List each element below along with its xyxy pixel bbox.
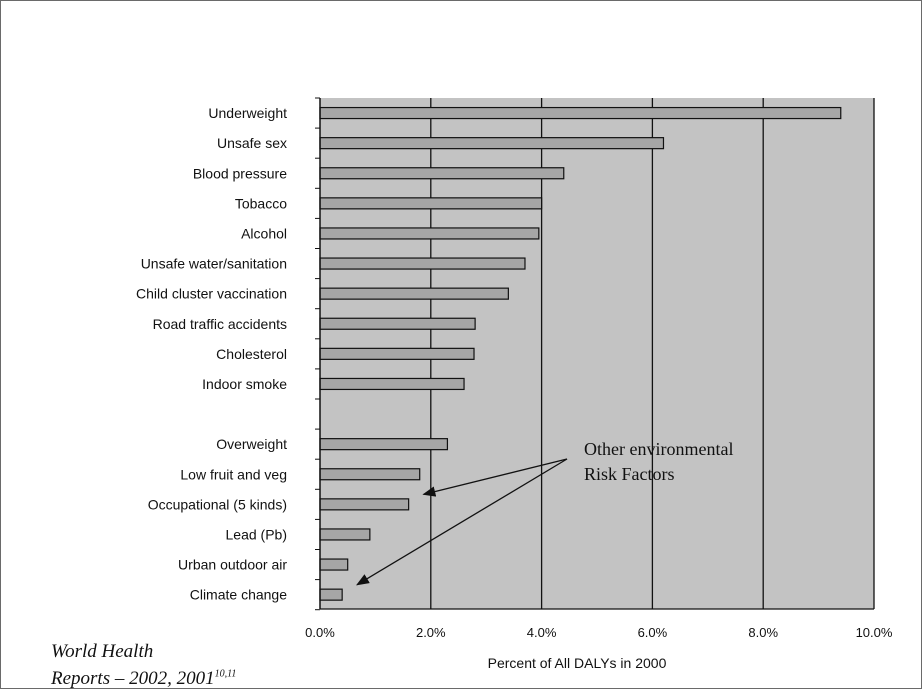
bar xyxy=(319,106,842,120)
category-label: Alcohol xyxy=(241,225,287,241)
x-tick-label: 2.0% xyxy=(416,625,446,640)
annotation-arrow xyxy=(422,458,568,497)
category-label: Unsafe sex xyxy=(217,135,287,151)
bar xyxy=(319,377,465,391)
category-label: Child cluster vaccination xyxy=(136,286,287,302)
bar xyxy=(319,438,449,451)
category-label: Underweight xyxy=(208,105,287,121)
category-label: Cholesterol xyxy=(216,346,287,362)
category-label: Unsafe water/sanitation xyxy=(141,256,287,272)
category-label: Urban outdoor air xyxy=(178,557,287,573)
bar xyxy=(319,137,665,150)
category-label: Indoor smoke xyxy=(202,376,287,392)
x-tick-label: 6.0% xyxy=(638,625,668,640)
source-citation: World Health Reports – 2002, 200110,11 xyxy=(51,638,236,692)
source-line-1: World Health xyxy=(51,641,154,662)
source-line-2-text: Reports – 2002, 2001 xyxy=(51,668,215,689)
category-label: Overweight xyxy=(216,436,287,452)
x-tick-label: 4.0% xyxy=(527,625,557,640)
annotation-text: Other environmental xyxy=(584,439,733,459)
bar xyxy=(319,167,565,180)
annotation-arrow xyxy=(356,458,568,586)
bar xyxy=(319,347,475,360)
bar xyxy=(319,317,476,330)
category-label: Climate change xyxy=(190,587,287,603)
x-tick-label: 10.0% xyxy=(856,625,893,640)
annotation-text: Risk Factors xyxy=(584,464,675,484)
category-label: Lead (Pb) xyxy=(226,526,287,542)
source-superscript: 10,11 xyxy=(214,668,237,680)
bar xyxy=(319,498,410,511)
category-label: Occupational (5 kinds) xyxy=(148,496,287,512)
source-line-2: Reports – 2002, 200110,11 xyxy=(51,665,236,692)
bar xyxy=(319,197,543,210)
x-axis-title: Percent of All DALYs in 2000 xyxy=(488,655,667,671)
bar xyxy=(319,257,526,270)
bar xyxy=(319,528,371,541)
bar xyxy=(319,227,540,240)
category-label: Tobacco xyxy=(235,195,287,211)
x-tick-label: 0.0% xyxy=(305,625,335,640)
x-tick-label: 8.0% xyxy=(748,625,778,640)
bar xyxy=(319,588,343,601)
category-label: Low fruit and veg xyxy=(180,466,287,482)
category-label: Blood pressure xyxy=(193,165,287,181)
bar xyxy=(319,468,421,481)
bar xyxy=(319,558,349,571)
bar xyxy=(319,287,509,300)
category-label: Road traffic accidents xyxy=(153,316,287,332)
